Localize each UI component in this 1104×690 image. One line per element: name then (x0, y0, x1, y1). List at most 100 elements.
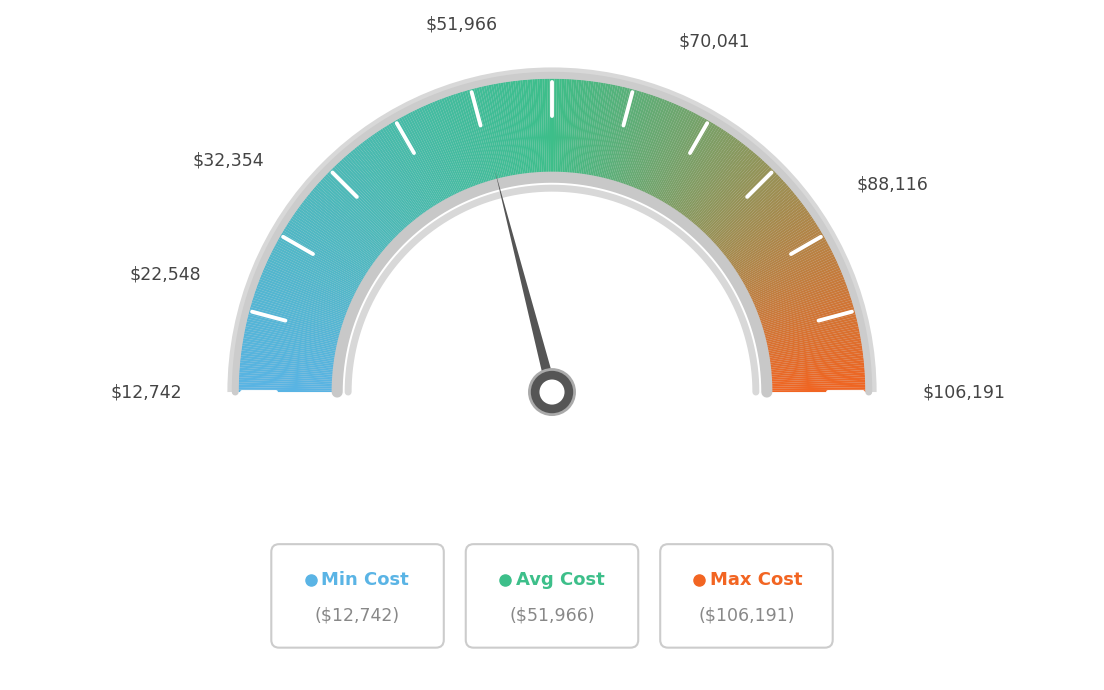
Wedge shape (317, 183, 393, 251)
Wedge shape (269, 254, 361, 299)
Wedge shape (731, 222, 817, 278)
Wedge shape (646, 110, 692, 201)
Text: $88,116: $88,116 (857, 175, 928, 193)
Wedge shape (276, 241, 365, 290)
Text: ($12,742): ($12,742) (315, 607, 400, 624)
Wedge shape (764, 357, 864, 371)
Wedge shape (696, 160, 765, 235)
Wedge shape (403, 115, 453, 204)
Wedge shape (510, 81, 526, 181)
Wedge shape (755, 297, 852, 329)
Wedge shape (615, 92, 647, 188)
Wedge shape (259, 277, 353, 315)
Wedge shape (564, 79, 572, 179)
Wedge shape (310, 190, 389, 256)
Wedge shape (530, 79, 539, 179)
Wedge shape (635, 104, 677, 197)
Wedge shape (365, 138, 426, 221)
Wedge shape (238, 384, 339, 388)
Wedge shape (327, 172, 400, 244)
Wedge shape (448, 95, 482, 191)
Wedge shape (503, 82, 520, 181)
Wedge shape (612, 91, 641, 188)
Wedge shape (732, 224, 818, 279)
Wedge shape (742, 250, 832, 297)
Wedge shape (242, 346, 341, 362)
Wedge shape (446, 96, 481, 191)
Wedge shape (747, 265, 840, 307)
Wedge shape (659, 121, 712, 208)
Wedge shape (244, 328, 343, 351)
Wedge shape (378, 130, 435, 215)
Wedge shape (565, 79, 574, 179)
Wedge shape (720, 198, 799, 262)
Wedge shape (762, 333, 860, 354)
Circle shape (530, 369, 574, 415)
Wedge shape (735, 233, 824, 285)
Polygon shape (495, 170, 562, 412)
Wedge shape (401, 116, 450, 205)
Wedge shape (735, 230, 822, 284)
Wedge shape (584, 82, 601, 181)
Wedge shape (242, 341, 341, 359)
Wedge shape (765, 387, 866, 391)
Wedge shape (753, 288, 849, 323)
Wedge shape (421, 106, 465, 198)
Wedge shape (245, 324, 343, 347)
Wedge shape (496, 83, 516, 182)
Wedge shape (257, 282, 352, 318)
Wedge shape (763, 343, 862, 360)
Wedge shape (342, 182, 762, 392)
Wedge shape (761, 331, 860, 352)
Wedge shape (238, 370, 339, 379)
Wedge shape (722, 204, 805, 266)
Wedge shape (598, 86, 623, 184)
Wedge shape (459, 92, 491, 188)
Wedge shape (279, 235, 368, 286)
Wedge shape (488, 84, 510, 184)
Text: Min Cost: Min Cost (321, 571, 410, 589)
Wedge shape (477, 87, 502, 185)
Wedge shape (278, 237, 367, 288)
Wedge shape (711, 183, 787, 251)
Text: Avg Cost: Avg Cost (516, 571, 605, 589)
Wedge shape (758, 314, 857, 341)
Wedge shape (704, 172, 777, 244)
Wedge shape (752, 284, 847, 319)
Wedge shape (673, 134, 732, 217)
Wedge shape (253, 295, 349, 328)
Wedge shape (619, 95, 654, 190)
Wedge shape (722, 201, 803, 264)
Wedge shape (764, 362, 864, 374)
Wedge shape (763, 346, 862, 362)
Wedge shape (578, 81, 594, 181)
Wedge shape (765, 384, 866, 388)
Wedge shape (382, 127, 437, 213)
Wedge shape (516, 80, 529, 180)
Wedge shape (595, 85, 618, 184)
Wedge shape (629, 99, 668, 194)
Wedge shape (633, 101, 672, 195)
Wedge shape (414, 109, 459, 201)
Wedge shape (258, 279, 353, 317)
Wedge shape (386, 125, 440, 211)
Wedge shape (559, 79, 564, 179)
Wedge shape (263, 268, 357, 309)
Wedge shape (285, 226, 371, 281)
Wedge shape (442, 98, 478, 193)
Wedge shape (554, 79, 556, 179)
Wedge shape (267, 259, 359, 303)
Wedge shape (238, 375, 339, 382)
Wedge shape (764, 355, 863, 368)
Wedge shape (518, 80, 530, 180)
Wedge shape (312, 188, 390, 255)
Wedge shape (754, 293, 850, 326)
Wedge shape (534, 79, 542, 179)
Wedge shape (263, 270, 355, 310)
Wedge shape (390, 122, 444, 209)
Wedge shape (244, 333, 342, 354)
Text: $106,191: $106,191 (922, 383, 1005, 401)
Wedge shape (323, 175, 397, 246)
Wedge shape (270, 252, 361, 298)
Wedge shape (749, 270, 841, 310)
